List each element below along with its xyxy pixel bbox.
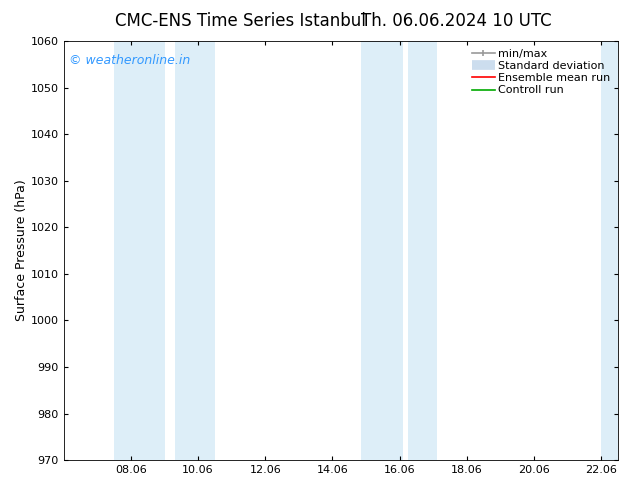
Bar <box>408 41 437 460</box>
Bar <box>601 41 618 460</box>
Legend: min/max, Standard deviation, Ensemble mean run, Controll run: min/max, Standard deviation, Ensemble me… <box>470 47 612 98</box>
Bar <box>361 41 403 460</box>
Bar <box>174 41 215 460</box>
Text: Th. 06.06.2024 10 UTC: Th. 06.06.2024 10 UTC <box>361 12 552 30</box>
Text: CMC-ENS Time Series Istanbul: CMC-ENS Time Series Istanbul <box>115 12 366 30</box>
Bar <box>114 41 165 460</box>
Y-axis label: Surface Pressure (hPa): Surface Pressure (hPa) <box>15 180 28 321</box>
Text: © weatheronline.in: © weatheronline.in <box>69 53 191 67</box>
